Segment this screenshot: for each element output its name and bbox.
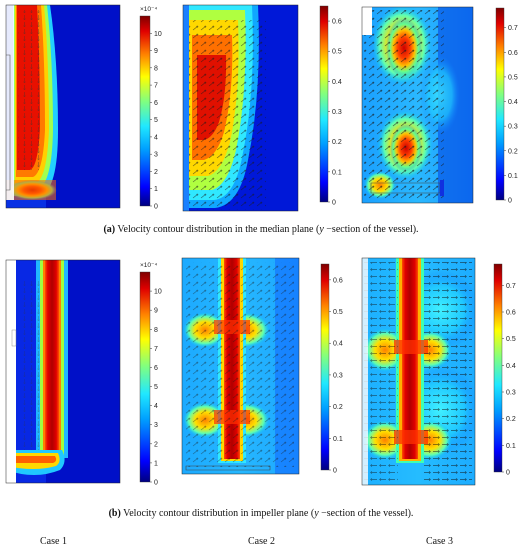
colorbar-tick-label: 0 — [333, 468, 337, 475]
colorbar-case2-impeller: 0 0.1 0.2 0.3 0.4 0.5 0.6 — [320, 263, 343, 475]
case3-impeller-frame — [361, 257, 476, 486]
colorbar-tick-label: 0.6 — [506, 310, 516, 317]
colorbar-tick-label: 0.2 — [506, 416, 516, 423]
case1-median-plane-contour — [6, 5, 120, 208]
caption-a-label: (a) — [103, 224, 116, 235]
colorbar-exponent-label: ×10⁻⁴ — [140, 262, 157, 269]
colorbar-tick-label: 0.3 — [333, 372, 343, 379]
colorbar-tick-label: 0 — [154, 204, 158, 211]
colorbar-tick-label: 0.4 — [332, 79, 342, 86]
case1-impeller-frame — [5, 259, 121, 484]
colorbar-case1-impeller: 0 1 2 3 4 5 6 7 8 9 10 ×10⁻⁴ — [139, 262, 162, 487]
colorbar-tick-label: 0.2 — [332, 139, 342, 146]
caption-b-text: Velocity contour distribution in impelle… — [120, 508, 315, 519]
colorbar-tick-label: 0.5 — [506, 336, 516, 343]
colorbar-tick-label: 0.7 — [508, 25, 518, 32]
colorbar-tick-label: 0.2 — [333, 404, 343, 411]
colorbar-case3-impeller: 0 0.1 0.2 0.3 0.4 0.5 0.6 0.7 — [493, 263, 516, 477]
colorbar-tick-label: 8 — [154, 327, 158, 334]
colorbar-tick-label: 0.1 — [508, 173, 518, 180]
colorbar-tick-label: 8 — [154, 65, 158, 72]
colorbar-tick-label: 1 — [154, 460, 158, 467]
colorbar-tick-label: 0.4 — [508, 99, 518, 106]
colorbar-tick-label: 0.3 — [332, 109, 342, 116]
colorbar-tick-label: 0.6 — [508, 50, 518, 57]
caption-b-tail: −section of the vessel). — [318, 508, 414, 519]
colorbar-tick-label: 4 — [154, 134, 158, 141]
colorbar-tick-label: 9 — [154, 48, 158, 55]
colorbar-tick-label: 0.1 — [332, 169, 342, 176]
colorbar-tick-label: 4 — [154, 403, 158, 410]
colorbar-tick-label: 10 — [154, 289, 162, 296]
colorbar-tick-label: 2 — [154, 169, 158, 176]
colorbar-tick-label: 0.1 — [333, 436, 343, 443]
colorbar-tick-label: 0.5 — [508, 74, 518, 81]
colorbar-tick-label: 0.1 — [506, 443, 516, 450]
caption-median-plane: (a) Velocity contour distribution in the… — [0, 224, 522, 236]
case3-median-frame — [361, 6, 474, 204]
case2-impeller-plane-contour — [182, 258, 299, 474]
colorbar-case3-median: 0 0.1 0.2 0.3 0.4 0.5 0.6 0.7 — [495, 7, 518, 205]
colorbar-case1-median: 0 1 2 3 4 5 6 7 8 9 10 ×10⁻⁴ — [139, 6, 162, 211]
colorbar-tick-label: 6 — [154, 100, 158, 107]
case2-median-plane-contour — [183, 5, 298, 211]
case3-median-plane-contour — [362, 7, 473, 203]
colorbar-tick-label: 3 — [154, 152, 158, 159]
colorbar-tick-label: 0 — [506, 470, 510, 477]
case2-median-frame — [182, 4, 299, 212]
colorbar-tick-label: 2 — [154, 441, 158, 448]
caption-a-text: Velocity contour distribution in the med… — [115, 224, 320, 235]
colorbar-tick-label: 6 — [154, 365, 158, 372]
caption-b-variable: y — [314, 508, 319, 519]
caption-a-variable: y — [319, 224, 324, 235]
colorbar-tick-label: 5 — [154, 384, 158, 391]
colorbar-gradient — [139, 271, 151, 483]
colorbar-tick-label: 5 — [154, 117, 158, 124]
colorbar-tick-label: 0.3 — [508, 124, 518, 131]
colorbar-tick-label: 9 — [154, 308, 158, 315]
colorbar-tick-label: 0.6 — [333, 277, 343, 284]
caption-a-tail: −section of the vessel). — [323, 224, 419, 235]
colorbar-tick-label: 10 — [154, 31, 162, 38]
colorbar-gradient — [139, 15, 151, 207]
colorbar-tick-label: 0 — [154, 480, 158, 487]
colorbar-case2-median: 0 0.1 0.2 0.3 0.4 0.5 0.6 — [319, 5, 342, 207]
case3-impeller-plane-contour — [362, 258, 475, 485]
caption-b-label: (b) — [108, 508, 121, 519]
colorbar-tick-label: 0 — [508, 198, 512, 205]
colorbar-tick-label: 1 — [154, 186, 158, 193]
case1-impeller-plane-contour — [6, 260, 120, 483]
colorbar-gradient — [319, 5, 329, 203]
case-label-3: Case 3 — [426, 536, 453, 547]
colorbar-gradient — [493, 263, 503, 473]
case-label-2: Case 2 — [248, 536, 275, 547]
colorbar-gradient — [320, 263, 330, 471]
case2-impeller-frame — [181, 257, 300, 475]
case-label-1: Case 1 — [40, 536, 67, 547]
colorbar-tick-label: 7 — [154, 83, 158, 90]
colorbar-tick-label: 0 — [332, 200, 336, 207]
colorbar-tick-label: 0.5 — [333, 309, 343, 316]
colorbar-tick-label: 7 — [154, 346, 158, 353]
colorbar-tick-label: 0.4 — [506, 363, 516, 370]
colorbar-exponent-label: ×10⁻⁴ — [140, 6, 157, 13]
colorbar-tick-label: 0.7 — [506, 283, 516, 290]
case1-median-frame — [5, 4, 121, 209]
colorbar-tick-label: 0.6 — [332, 19, 342, 26]
colorbar-tick-label: 0.4 — [333, 341, 343, 348]
colorbar-gradient — [495, 7, 505, 201]
colorbar-tick-label: 3 — [154, 422, 158, 429]
caption-impeller-plane: (b) Velocity contour distribution in imp… — [0, 508, 522, 520]
colorbar-tick-label: 0.5 — [332, 49, 342, 56]
colorbar-tick-label: 0.3 — [506, 390, 516, 397]
colorbar-tick-label: 0.2 — [508, 148, 518, 155]
